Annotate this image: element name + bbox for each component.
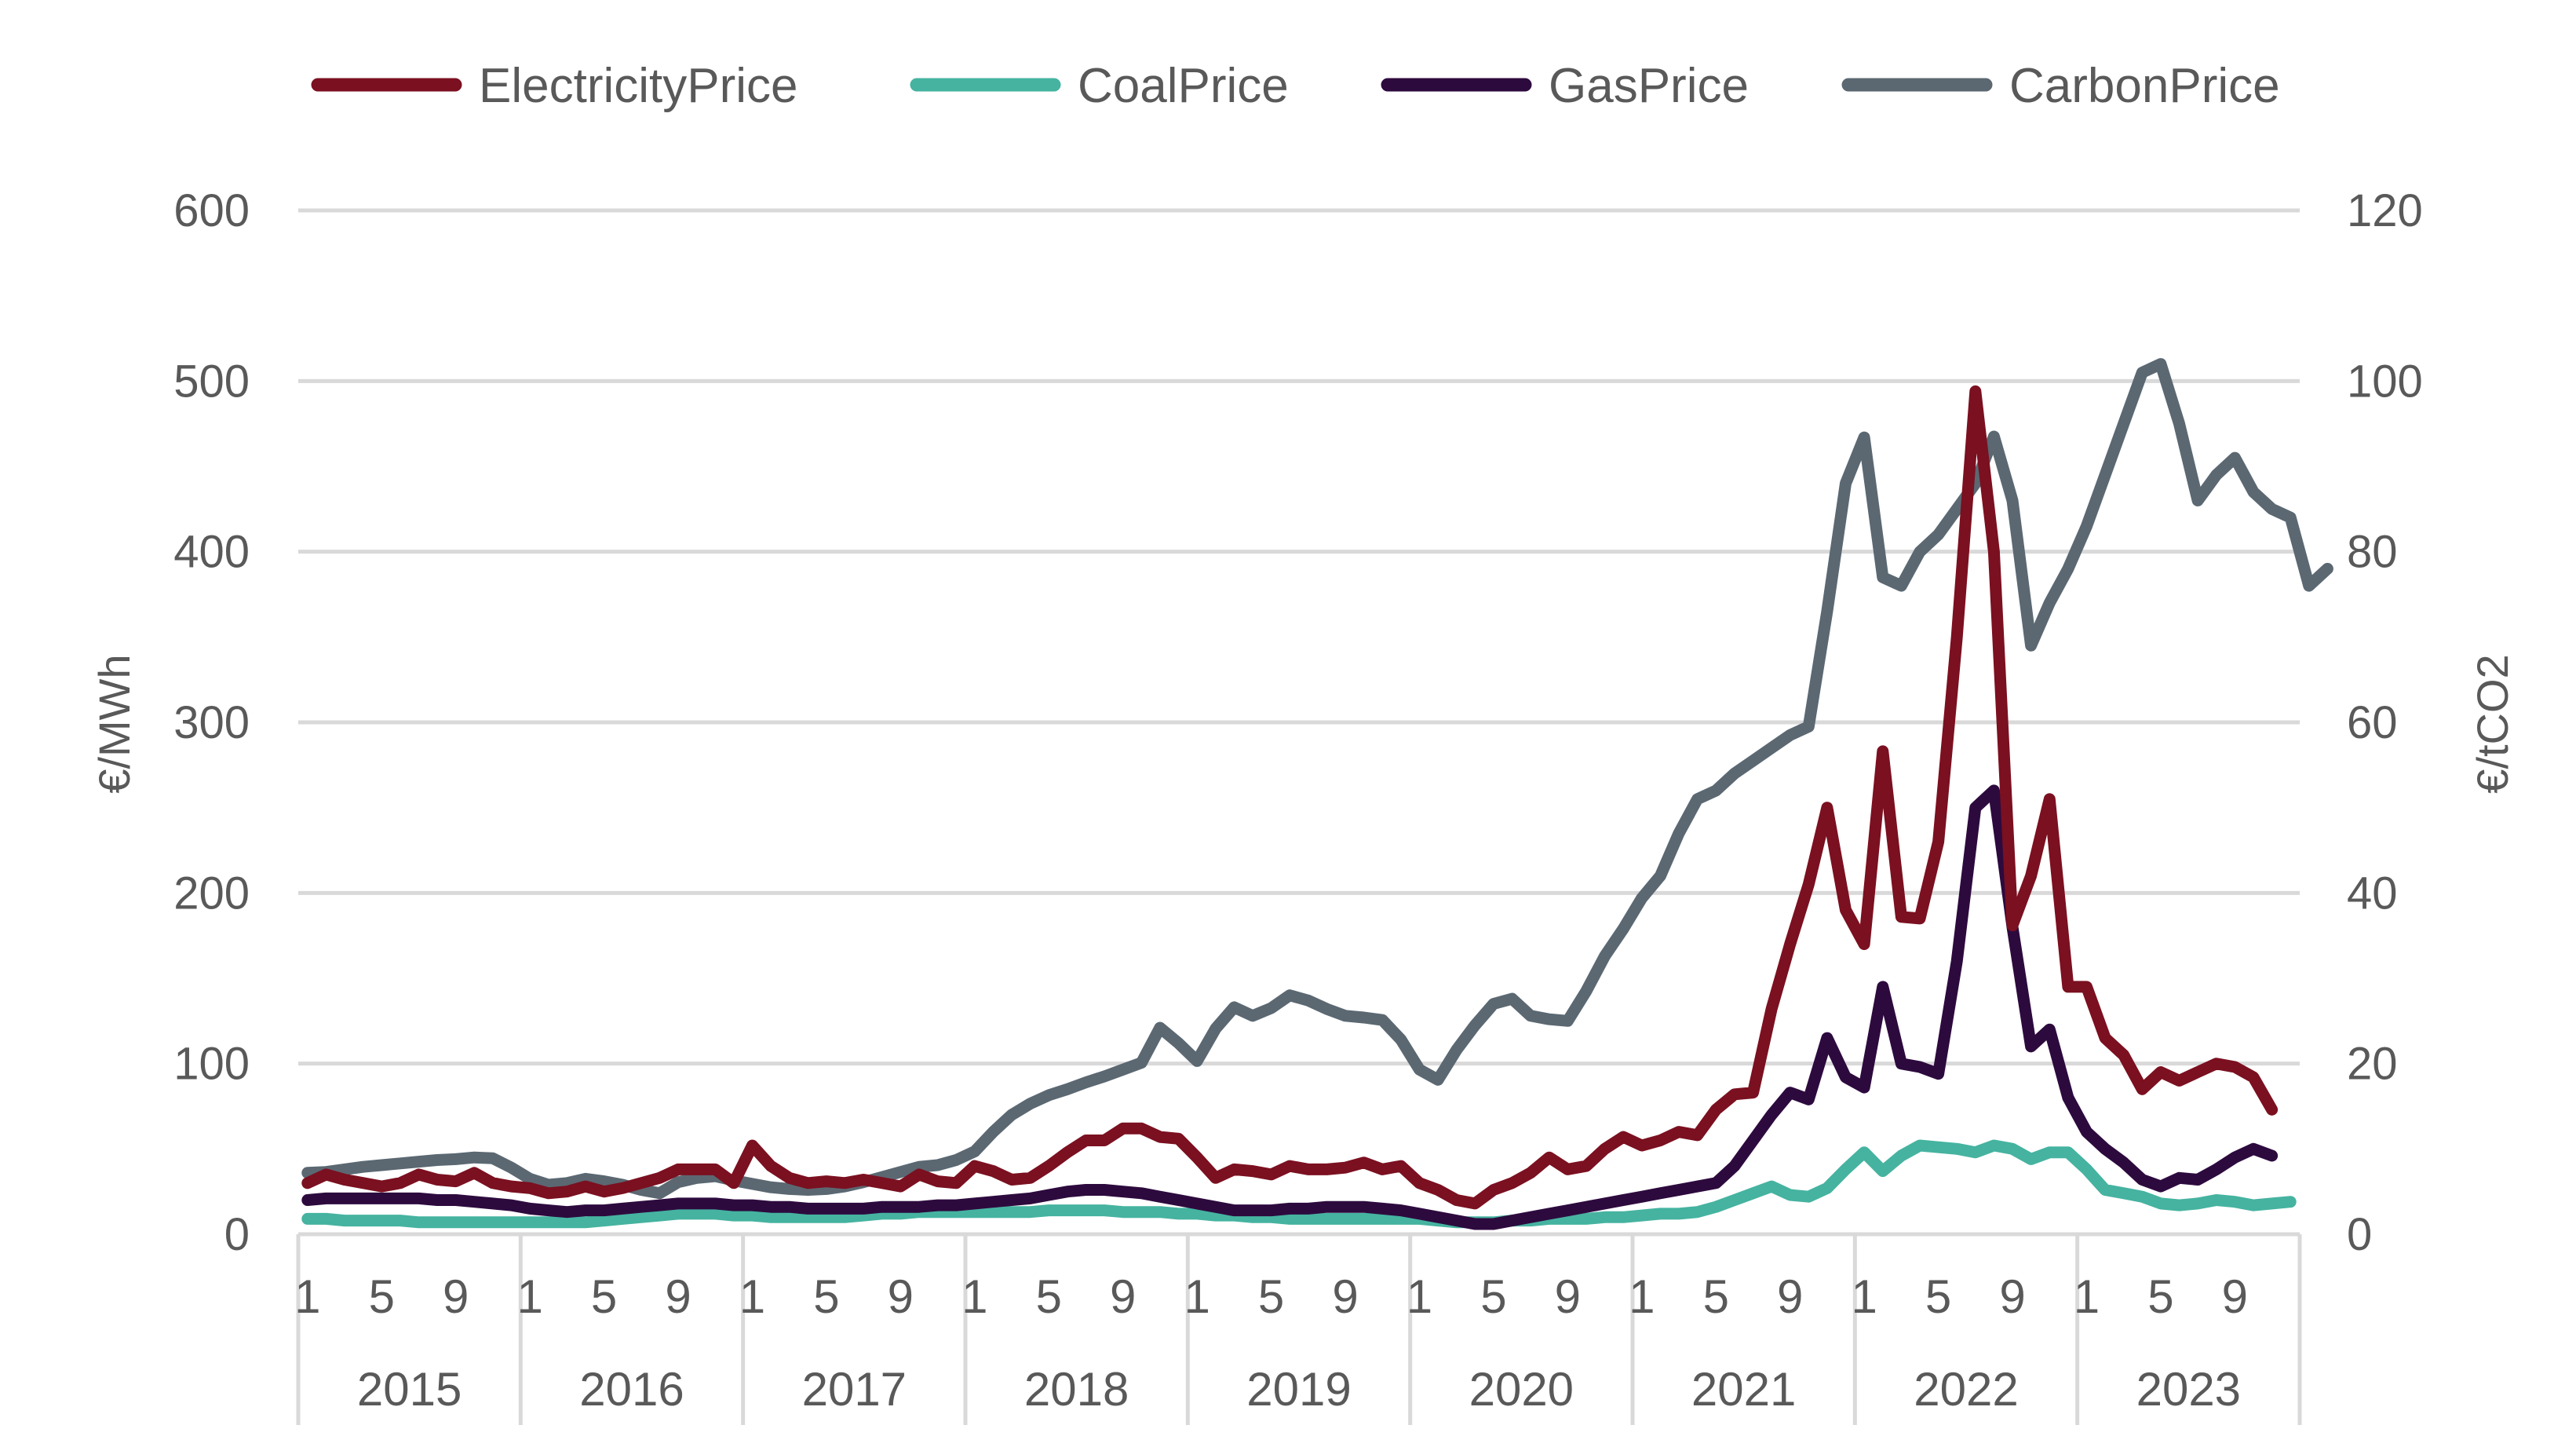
right-tick-label: 100 xyxy=(2347,356,2423,407)
left-axis-label: €/MWh xyxy=(89,654,139,793)
gridlines xyxy=(298,208,2300,1066)
month-label: 9 xyxy=(1555,1270,1581,1323)
month-label: 9 xyxy=(1777,1270,1803,1323)
left-tick-label: 500 xyxy=(173,356,250,407)
month-label: 5 xyxy=(2147,1270,2173,1323)
month-label: 5 xyxy=(1036,1270,1062,1323)
legend-label: ElectricityPrice xyxy=(479,59,798,113)
month-label: 5 xyxy=(1480,1270,1506,1323)
left-tick-label: 300 xyxy=(173,697,250,748)
left-tick-label: 400 xyxy=(173,527,250,578)
series-lines xyxy=(301,358,2333,1230)
right-tick-label: 0 xyxy=(2347,1209,2372,1260)
series-line-coalprice xyxy=(301,1139,2297,1229)
month-label: 9 xyxy=(443,1270,469,1323)
month-label: 1 xyxy=(1629,1270,1655,1323)
year-label: 2016 xyxy=(579,1363,684,1416)
left-y-axis: 0 100 200 300 400 500 600 xyxy=(173,185,250,1260)
year-label: 2021 xyxy=(1691,1363,1796,1416)
legend-label: GasPrice xyxy=(1549,59,1749,113)
month-label: 1 xyxy=(739,1270,765,1323)
month-label: 9 xyxy=(665,1270,691,1323)
month-label: 5 xyxy=(1925,1270,1951,1323)
year-label: 2015 xyxy=(357,1363,462,1416)
month-label: 1 xyxy=(1851,1270,1877,1323)
month-label: 5 xyxy=(369,1270,395,1323)
legend-item-coalprice: CoalPrice xyxy=(910,59,1289,113)
month-label: 9 xyxy=(1110,1270,1136,1323)
series-line-gasprice xyxy=(301,784,2279,1230)
legend-item-gasprice: GasPrice xyxy=(1381,59,1749,113)
month-label: 9 xyxy=(1999,1270,2025,1323)
month-label: 5 xyxy=(1258,1270,1284,1323)
right-tick-label: 120 xyxy=(2347,185,2423,236)
series-line-carbonprice xyxy=(301,358,2333,1200)
month-label: 9 xyxy=(2222,1270,2248,1323)
month-label: 1 xyxy=(961,1270,987,1323)
legend-item-carbonprice: CarbonPrice xyxy=(1841,59,2280,113)
right-tick-label: 80 xyxy=(2347,527,2398,578)
left-tick-label: 0 xyxy=(224,1209,250,1260)
month-label: 5 xyxy=(591,1270,617,1323)
left-tick-label: 100 xyxy=(173,1039,250,1090)
legend-label: CarbonPrice xyxy=(2009,59,2280,113)
right-tick-label: 20 xyxy=(2347,1039,2398,1090)
year-label: 2023 xyxy=(2136,1363,2241,1416)
month-label: 1 xyxy=(516,1270,542,1323)
legend-label: CoalPrice xyxy=(1078,59,1289,113)
left-tick-label: 200 xyxy=(173,868,250,919)
month-label: 1 xyxy=(2074,1270,2100,1323)
month-label: 5 xyxy=(1703,1270,1729,1323)
year-label: 2019 xyxy=(1246,1363,1351,1416)
month-label: 1 xyxy=(1407,1270,1432,1323)
month-label: 1 xyxy=(294,1270,320,1323)
right-tick-label: 40 xyxy=(2347,868,2398,919)
year-label: 2018 xyxy=(1024,1363,1129,1416)
month-label: 5 xyxy=(813,1270,839,1323)
series-line-electricityprice xyxy=(301,385,2279,1210)
year-label: 2017 xyxy=(802,1363,907,1416)
left-tick-label: 600 xyxy=(173,185,250,236)
right-axis-label: €/tCO2 xyxy=(2468,654,2517,793)
right-tick-label: 60 xyxy=(2347,697,2398,748)
month-label: 1 xyxy=(1184,1270,1210,1323)
legend: ElectricityPrice CoalPrice GasPrice CarbonP… xyxy=(311,59,2280,113)
year-label: 2022 xyxy=(1914,1363,2018,1416)
year-label: 2020 xyxy=(1469,1363,1574,1416)
right-y-axis: 0 20 40 60 80 100 120 xyxy=(2347,185,2423,1260)
month-label: 9 xyxy=(888,1270,914,1323)
month-label: 9 xyxy=(1332,1270,1358,1323)
legend-item-electricityprice: ElectricityPrice xyxy=(311,59,798,113)
